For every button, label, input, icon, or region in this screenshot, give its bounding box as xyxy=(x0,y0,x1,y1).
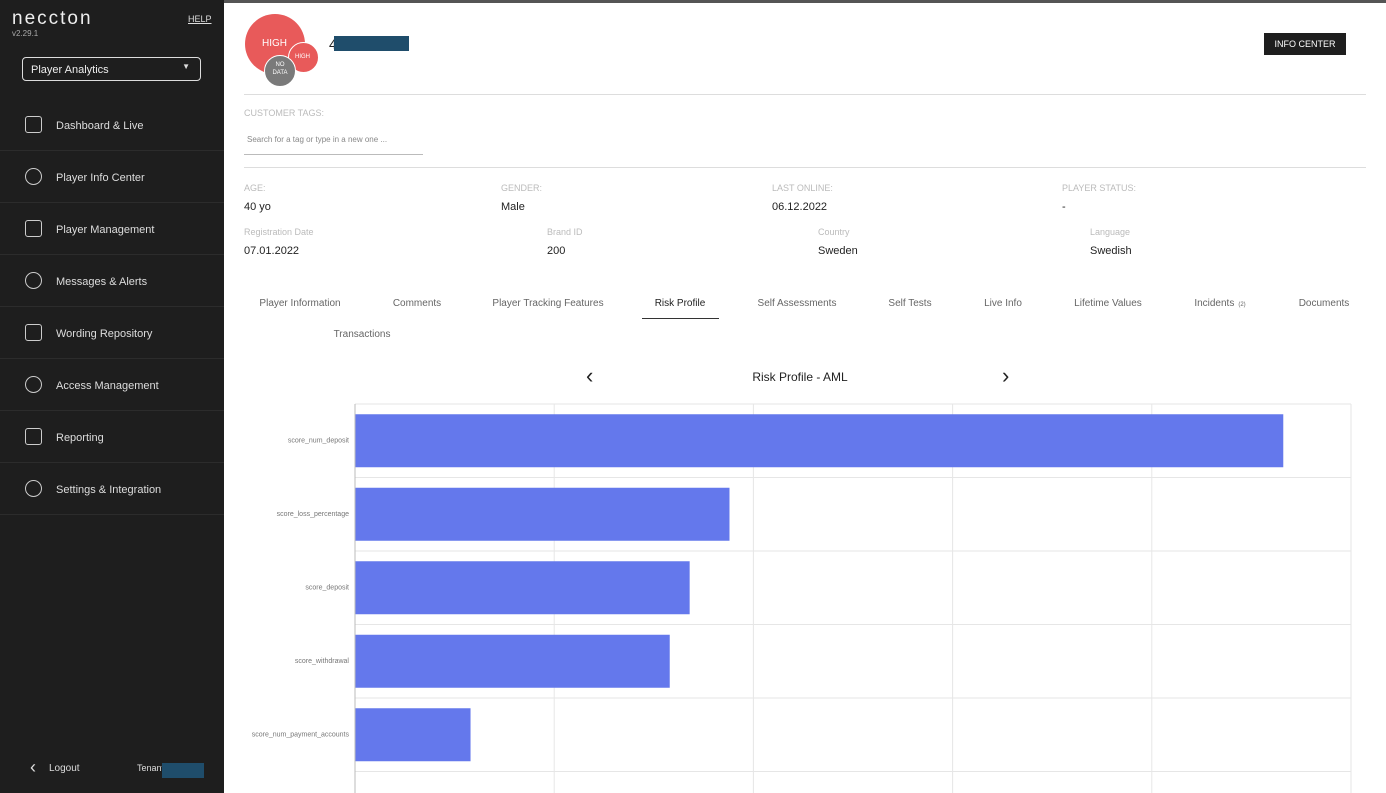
sidebar: neccton v2.29.1 HELP Player Analytics ▼ … xyxy=(0,0,224,793)
tab[interactable]: Live Info xyxy=(984,298,1022,309)
menu-label: Reporting xyxy=(56,432,104,444)
menu-item[interactable]: Access Management xyxy=(0,359,224,411)
menu-label: Dashboard & Live xyxy=(56,120,144,132)
risk-badge xyxy=(264,55,296,87)
menu-icon xyxy=(25,272,42,289)
info-center-button[interactable]: INFO CENTER xyxy=(1264,33,1346,55)
chart-title: Risk Profile - AML xyxy=(752,370,848,384)
tab[interactable]: Transactions xyxy=(333,329,391,340)
menu-label: Messages & Alerts xyxy=(56,276,148,288)
y-tick-label: score_loss_percentage xyxy=(277,511,349,518)
menu-item[interactable]: Settings & Integration xyxy=(0,463,224,515)
field-value: Male xyxy=(501,201,525,213)
bar xyxy=(355,561,690,615)
menu-label: Player Info Center xyxy=(56,172,145,184)
tab[interactable]: Lifetime Values xyxy=(1074,298,1142,309)
tab[interactable]: Risk Profile xyxy=(654,298,706,309)
divider xyxy=(244,94,1366,95)
bar xyxy=(355,487,730,541)
input-underline xyxy=(244,154,423,155)
menu-icon xyxy=(25,220,42,237)
risk-badge-text: HIGH xyxy=(262,38,287,49)
bar xyxy=(355,414,1284,468)
menu-icon xyxy=(25,428,42,445)
menu-item[interactable]: Wording Repository xyxy=(0,307,224,359)
module-selector[interactable]: Player Analytics ▼ xyxy=(22,57,201,81)
field-label: Registration Date xyxy=(244,227,314,237)
y-tick-label: score_withdrawal xyxy=(295,658,350,665)
tab[interactable]: Player Tracking Features xyxy=(492,298,604,309)
next-arrow[interactable]: › xyxy=(1002,363,1010,388)
field-value: - xyxy=(1062,201,1066,213)
menu-label: Access Management xyxy=(56,380,159,392)
tab-underline xyxy=(642,318,719,319)
menu-label: Player Management xyxy=(56,224,155,236)
menu-item[interactable]: Player Info Center xyxy=(0,151,224,203)
field-label: Language xyxy=(1090,227,1131,237)
menu-item[interactable]: Player Management xyxy=(0,203,224,255)
tab[interactable]: Self Tests xyxy=(888,298,932,309)
prev-arrow[interactable]: ‹ xyxy=(586,363,594,388)
redacted xyxy=(334,36,409,51)
player-id: 4 xyxy=(329,36,337,52)
tab[interactable]: Player Information xyxy=(259,298,341,309)
selector-text: Player Analytics xyxy=(31,64,109,76)
top-border xyxy=(0,0,1386,3)
field-label: Brand ID xyxy=(547,227,583,237)
field-value: Sweden xyxy=(818,245,858,257)
risk-badge-text: NO DATA xyxy=(272,62,288,76)
help-link[interactable]: HELP xyxy=(188,14,212,24)
y-tick-label: score_num_deposit xyxy=(288,438,349,445)
y-tick-label: score_num_payment_accounts xyxy=(252,732,350,739)
menu-icon xyxy=(25,376,42,393)
tab[interactable]: Documents xyxy=(1298,298,1350,309)
menu-icon xyxy=(25,168,42,185)
tag-input[interactable]: Search for a tag or type in a new one ..… xyxy=(247,135,388,144)
divider xyxy=(244,167,1366,168)
tab[interactable]: Incidents (2) xyxy=(1194,298,1246,309)
redacted xyxy=(162,763,204,778)
logo: neccton xyxy=(12,8,93,29)
field-label: LAST ONLINE: xyxy=(772,183,833,193)
field-label: PLAYER STATUS: xyxy=(1062,183,1137,193)
menu-icon xyxy=(25,324,42,341)
menu-label: Wording Repository xyxy=(56,328,153,340)
menu-icon xyxy=(25,116,42,133)
tab-badge: (2) xyxy=(1238,302,1246,308)
chart: score_num_deposit score_loss_percentagesc… xyxy=(252,403,1352,793)
risk-badge-text: HIGH xyxy=(295,54,310,60)
field-value: 07.01.2022 xyxy=(244,245,300,257)
tab[interactable]: Self Assessments xyxy=(757,298,837,309)
menu-item[interactable]: Reporting xyxy=(0,411,224,463)
menu-item[interactable]: Messages & Alerts xyxy=(0,255,224,307)
menu-label: Settings & Integration xyxy=(56,484,162,496)
field-label: GENDER: xyxy=(501,183,543,193)
menu-icon xyxy=(25,480,42,497)
tab[interactable]: Comments xyxy=(392,298,442,309)
menu-item[interactable]: Dashboard & Live xyxy=(0,99,224,151)
version: v2.29.1 xyxy=(12,29,39,38)
field-value: Swedish xyxy=(1090,245,1132,257)
field-value: 200 xyxy=(547,245,566,257)
dropdown-caret: ▼ xyxy=(182,62,190,71)
field-label: Country xyxy=(818,227,850,237)
field-value: 06.12.2022 xyxy=(772,201,828,213)
field-value: 40 yo xyxy=(244,201,271,213)
bar xyxy=(355,708,471,762)
tags-label: CUSTOMER TAGS: xyxy=(244,108,325,118)
logout-icon: ‹ xyxy=(30,757,36,777)
bar xyxy=(355,634,670,688)
logout[interactable]: Logout xyxy=(49,763,80,774)
tenant-label: Tenant: xyxy=(137,763,167,773)
field-label: AGE: xyxy=(244,183,266,193)
y-tick-label: score_deposit xyxy=(305,585,349,592)
